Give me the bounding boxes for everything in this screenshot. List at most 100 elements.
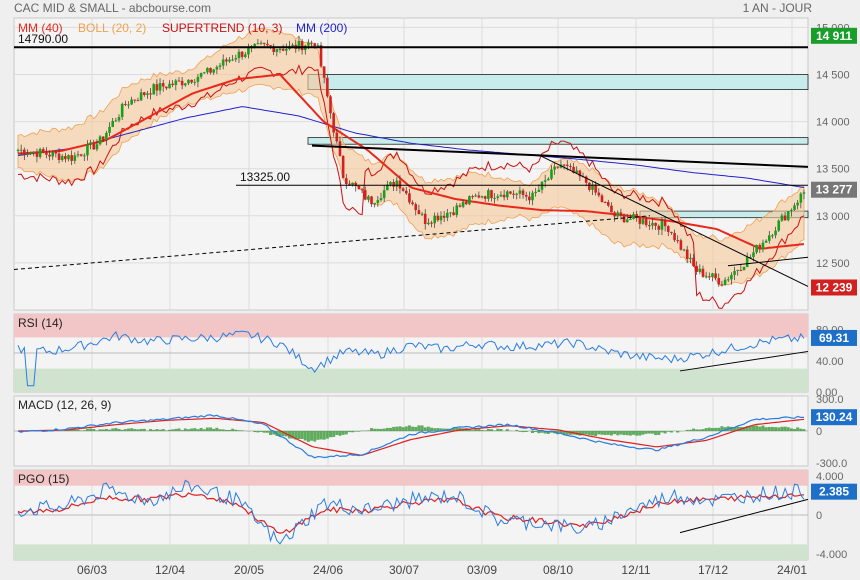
macd-histogram-bar [669, 431, 673, 433]
candle-body [161, 83, 165, 87]
candle-body [51, 151, 55, 157]
macd-histogram-bar [417, 425, 421, 431]
candle-body [209, 68, 212, 73]
candle-body [692, 257, 695, 267]
candle-body [739, 269, 743, 271]
candle-body [171, 83, 174, 86]
macd-histogram-bar [404, 426, 408, 431]
candle-body [363, 190, 367, 200]
candle-body [155, 84, 159, 91]
trendline-support [13, 215, 651, 270]
macd-histogram-bar [742, 426, 746, 431]
macd-histogram-bar [142, 428, 146, 431]
candle-body [780, 215, 784, 221]
chart-period: 1 AN - JOUR [742, 1, 812, 15]
candle-body [771, 235, 774, 237]
macd-histogram-bar [625, 431, 629, 436]
candle-body [597, 192, 601, 196]
x-tick-label: 17/12 [698, 563, 728, 577]
macd-histogram-bar [436, 428, 440, 431]
candle-body [354, 182, 358, 186]
candle-body [471, 196, 474, 198]
macd-histogram-bar [568, 431, 572, 435]
macd-histogram-bar [698, 429, 702, 431]
candle-body [786, 211, 790, 221]
price-badge [811, 27, 857, 44]
candle-body [695, 266, 698, 272]
candle-body [26, 153, 29, 155]
candle-body [480, 196, 484, 198]
macd-histogram-bar [786, 427, 790, 431]
pgo-y-tick: 4.000 [816, 471, 844, 483]
candle-body [752, 252, 755, 258]
pgo-badge [811, 483, 857, 500]
candle-body [86, 144, 89, 156]
macd-histogram-bar [676, 431, 680, 433]
macd-histogram-bar [632, 431, 636, 435]
macd-histogram-bar [313, 431, 317, 442]
macd-histogram-bar [666, 431, 670, 432]
pgo-y-tick: -4.000 [816, 549, 847, 561]
candle-body [651, 222, 654, 226]
resistance-zone [307, 74, 809, 90]
supertrend-line [17, 64, 805, 310]
macd-histogram-bar [540, 431, 544, 433]
candle-body [335, 132, 339, 142]
x-tick-label: 08/10 [543, 563, 573, 577]
macd-histogram-bar [777, 427, 781, 431]
candle-body [367, 196, 370, 200]
candle-body [48, 154, 51, 157]
candle-body [537, 189, 541, 192]
candle-body [575, 170, 579, 173]
macd-histogram-bar [300, 431, 304, 439]
pgo-lower-zone [14, 544, 808, 560]
candle-body [534, 191, 537, 193]
candle-body [758, 245, 762, 250]
candle-body [518, 190, 522, 194]
candle-body [417, 210, 421, 215]
candle-body [749, 257, 752, 259]
candle-body [483, 196, 487, 199]
macd-histogram-bar [401, 427, 405, 431]
macd-histogram-bar [701, 429, 705, 431]
macd-histogram-bar [761, 425, 765, 431]
candle-body [802, 192, 806, 194]
macd-histogram-bar [591, 431, 595, 436]
macd-histogram-bar [329, 431, 333, 438]
macd-histogram-bar [439, 428, 443, 431]
macd-histogram-bar [354, 431, 358, 432]
candle-body [404, 190, 408, 194]
candle-body [641, 219, 645, 224]
macd-histogram-bar [338, 431, 342, 436]
candle-body [225, 59, 228, 62]
candle-body [761, 242, 765, 250]
candle-body [616, 212, 620, 217]
candle-body [196, 76, 200, 82]
candle-body [326, 77, 329, 97]
macd-histogram-bar [704, 428, 708, 431]
candle-body [332, 113, 335, 133]
pgo-badge-label: 2.385 [819, 485, 849, 499]
macd-histogram-bar [751, 425, 755, 431]
candle-body [531, 192, 534, 201]
macd-histogram-bar [310, 431, 314, 441]
macd-histogram-bar [227, 429, 231, 431]
candle-body [401, 188, 405, 191]
candle-body [243, 54, 247, 57]
macd-histogram-bar [707, 427, 711, 431]
candle-body [212, 69, 216, 73]
macd-histogram-bar [764, 427, 768, 431]
macd-histogram-bar [534, 431, 538, 433]
macd-histogram-bar [688, 429, 692, 431]
candle-body [723, 279, 727, 285]
price-y-tick: 13 000 [816, 211, 850, 223]
candle-body [540, 181, 544, 190]
macd-histogram-bar [199, 427, 203, 431]
x-tick-label: 20/05 [234, 563, 264, 577]
candle-body [32, 151, 36, 153]
candle-body [297, 41, 301, 49]
candle-body [382, 190, 386, 199]
macd-histogram-bar [471, 430, 475, 431]
candle-body [730, 274, 733, 280]
macd-histogram-bar [584, 431, 588, 435]
